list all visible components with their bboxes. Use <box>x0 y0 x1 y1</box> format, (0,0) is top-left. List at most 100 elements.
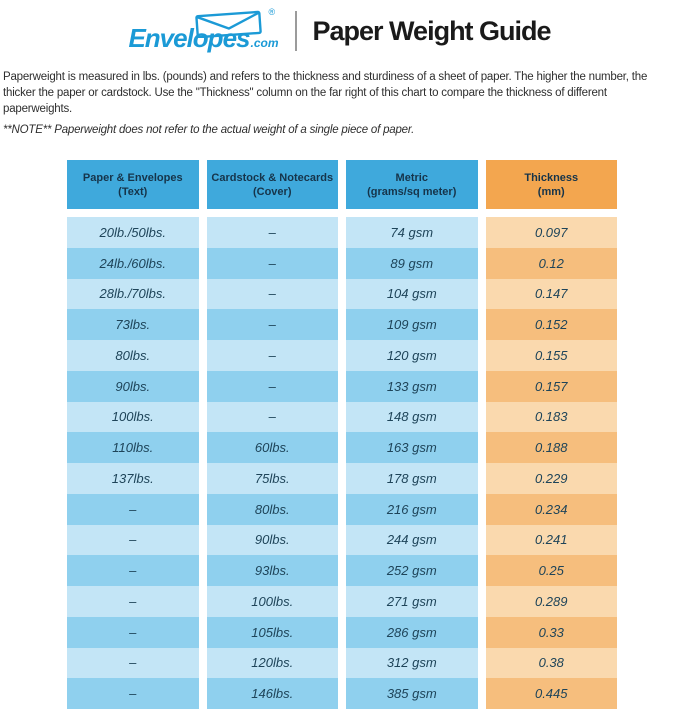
envelopes-logo: Envelopes .com ® <box>128 7 279 53</box>
envelope-icon <box>195 10 263 38</box>
table-row: 73lbs. –109 gsm 0.152 <box>67 309 617 340</box>
table-cell: 137lbs. <box>67 463 199 494</box>
registered-mark: ® <box>268 7 276 17</box>
column-header-thickness: Thickness (mm) <box>485 160 617 209</box>
table-cell: 0.445 <box>485 678 617 709</box>
table-cell: 163 gsm <box>346 432 478 463</box>
table-cell: – <box>67 616 199 648</box>
table-cell: 90lbs. <box>206 524 338 556</box>
paper-weight-table: Paper & Envelopes (Text) Cardstock & Not… <box>67 160 617 709</box>
table-row: 110lbs. 60lbs. 163 gsm 0.188 <box>67 432 617 463</box>
table-cell: 0.152 <box>485 309 617 340</box>
column-header-label: Cardstock & Notecards <box>211 171 334 184</box>
table-cell: 0.234 <box>485 493 617 525</box>
table-cell: 120lbs. <box>206 647 338 679</box>
page-header: Envelopes .com ® Paper Weight Guide <box>0 0 679 60</box>
table-cell: – <box>67 493 199 525</box>
table-cell: – <box>206 370 338 402</box>
column-header-sub: (Cover) <box>252 185 292 198</box>
column-header-label: Paper & Envelopes <box>82 171 183 184</box>
table-cell: 148 gsm <box>346 401 478 433</box>
table-row: –90lbs. 244 gsm 0.241 <box>67 524 617 556</box>
table-cell: 0.183 <box>485 401 617 433</box>
header-divider <box>294 11 297 51</box>
table-row: –146lbs. 385 gsm 0.445 <box>67 678 617 709</box>
table-cell: 0.097 <box>485 217 617 248</box>
table-cell: 93lbs. <box>206 555 338 586</box>
table-cell: 286 gsm <box>346 616 478 648</box>
table-cell: – <box>67 555 199 586</box>
column-header-metric: Metric (grams/sq meter) <box>346 160 478 209</box>
column-header-label: Thickness <box>524 171 579 184</box>
table-row: –105lbs. 286 gsm 0.33 <box>67 616 617 648</box>
table-cell: 75lbs. <box>206 463 338 494</box>
table-cell: 105lbs. <box>206 616 338 648</box>
note-paragraph: **NOTE** Paperweight does not refer to t… <box>3 124 415 136</box>
column-header-sub: (grams/sq meter) <box>367 185 457 198</box>
table-cell: 109 gsm <box>346 309 478 340</box>
table-cell: 104 gsm <box>346 278 478 310</box>
table-cell: 74 gsm <box>346 217 478 248</box>
table-cell: – <box>67 678 199 709</box>
table-cell: – <box>206 401 338 433</box>
table-row: 137lbs. 75lbs. 178 gsm 0.229 <box>67 463 617 494</box>
table-row: 90lbs. –133 gsm 0.157 <box>67 370 617 402</box>
table-cell: 385 gsm <box>346 678 478 709</box>
table-row: 100lbs. –148 gsm 0.183 <box>67 401 617 433</box>
column-header-sub: (mm) <box>537 185 565 198</box>
column-header-cardstock-notecards: Cardstock & Notecards (Cover) <box>206 160 338 209</box>
table-cell: – <box>67 524 199 556</box>
table-cell: 312 gsm <box>346 647 478 679</box>
table-cell: 120 gsm <box>346 340 478 371</box>
table-cell: 60lbs. <box>206 432 338 463</box>
table-row: 80lbs. –120 gsm 0.155 <box>67 340 617 371</box>
table-row: 28lb./70lbs. –104 gsm 0.147 <box>67 278 617 310</box>
column-header-paper-envelopes: Paper & Envelopes (Text) <box>67 160 199 209</box>
table-row: –120lbs. 312 gsm 0.38 <box>67 647 617 679</box>
table-cell: 20lb./50lbs. <box>67 217 199 248</box>
table-cell: 0.25 <box>485 555 617 586</box>
table-cell: – <box>67 586 199 617</box>
table-cell: 244 gsm <box>346 524 478 556</box>
table-cell: 89 gsm <box>346 247 478 279</box>
column-header-label: Metric <box>395 171 428 184</box>
table-cell: 0.12 <box>485 247 617 279</box>
page-title: Paper Weight Guide <box>312 15 552 46</box>
table-body: 20lb./50lbs. –74 gsm 0.097 24lb./60lbs. –89 … <box>67 217 617 709</box>
table-cell: 80lbs. <box>67 340 199 371</box>
table-cell: 0.155 <box>485 340 617 371</box>
table-row: –80lbs. 216 gsm 0.234 <box>67 493 617 525</box>
table-cell: – <box>206 247 338 279</box>
table-cell: 178 gsm <box>346 463 478 494</box>
table-cell: 100lbs. <box>67 401 199 433</box>
table-cell: 0.229 <box>485 463 617 494</box>
logo-tld: .com <box>250 36 279 50</box>
table-cell: – <box>206 217 338 248</box>
table-cell: 110lbs. <box>67 432 199 463</box>
table-cell: 271 gsm <box>346 586 478 617</box>
column-header-sub: (Text) <box>118 185 148 198</box>
table-cell: 28lb./70lbs. <box>67 278 199 310</box>
table-row: –100lbs. 271 gsm 0.289 <box>67 586 617 617</box>
table-cell: 0.147 <box>485 278 617 310</box>
table-cell: – <box>206 278 338 310</box>
logo-text: Envelopes <box>128 23 250 53</box>
table-cell: 80lbs. <box>206 493 338 525</box>
table-cell: – <box>206 309 338 340</box>
table-cell: 100lbs. <box>206 586 338 617</box>
table-cell: 0.157 <box>485 370 617 402</box>
table-cell: 133 gsm <box>346 370 478 402</box>
table-cell: – <box>206 340 338 371</box>
table-cell: 90lbs. <box>67 370 199 402</box>
table-row: –93lbs. 252 gsm 0.25 <box>67 555 617 586</box>
table-cell: 24lb./60lbs. <box>67 247 199 279</box>
table-cell: 0.188 <box>485 432 617 463</box>
table-cell: 73lbs. <box>67 309 199 340</box>
table-cell: 216 gsm <box>346 493 478 525</box>
table-row: 20lb./50lbs. –74 gsm 0.097 <box>67 217 617 248</box>
table-cell: 0.289 <box>485 586 617 617</box>
table-cell: 252 gsm <box>346 555 478 586</box>
table-cell: 146lbs. <box>206 678 338 709</box>
table-cell: 0.241 <box>485 524 617 556</box>
